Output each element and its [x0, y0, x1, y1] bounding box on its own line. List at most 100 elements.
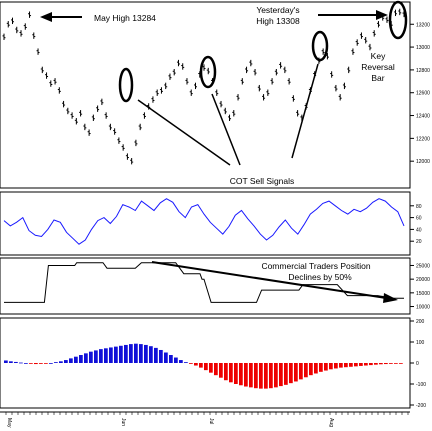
momentum-bar: [364, 363, 368, 366]
price-panel: [0, 1, 411, 189]
momentum-bar: [229, 363, 233, 383]
y-tick-label: 13200: [416, 22, 430, 28]
commercials-annotation: Commercial Traders Position Declines by …: [151, 261, 398, 303]
y-tick-label: 12400: [416, 114, 430, 120]
momentum-bar: [394, 363, 398, 364]
momentum-bar: [109, 347, 113, 363]
momentum-bar: [99, 349, 103, 363]
momentum-bar: [354, 363, 358, 367]
momentum-bar: [9, 361, 13, 363]
oscillator-panel: [0, 191, 411, 256]
commercials-panel: [0, 257, 411, 315]
y-tick-label: 12200: [416, 136, 430, 142]
commercials-label-1: Commercial Traders Position: [261, 261, 370, 271]
momentum-bar: [314, 363, 318, 374]
momentum-bar: [14, 361, 18, 363]
momentum-bar: [279, 363, 283, 387]
momentum-bar: [289, 363, 293, 384]
momentum-bar: [94, 350, 98, 363]
momentum-bar: [214, 363, 218, 376]
key-reversal-line-3: Bar: [371, 73, 384, 83]
momentum-bar: [249, 363, 253, 388]
momentum-bar: [159, 349, 163, 363]
y-tick-label: 0: [416, 361, 419, 367]
y-tick-label: 10000: [416, 305, 430, 311]
commercials-label-2: Declines by 50%: [288, 272, 352, 282]
signal-ellipse-1: [118, 67, 134, 103]
momentum-bar: [234, 363, 238, 384]
momentum-bar: [204, 363, 208, 371]
momentum-bar: [119, 345, 123, 363]
momentum-bar: [259, 363, 263, 389]
momentum-bar: [374, 363, 378, 365]
momentum-bar: [384, 363, 388, 365]
momentum-bar: [349, 363, 353, 367]
momentum-bar: [334, 363, 338, 369]
momentum-bar: [34, 363, 38, 365]
momentum-bar: [209, 363, 213, 373]
momentum-bar: [344, 363, 348, 368]
momentum-bar: [114, 346, 118, 363]
momentum-bar: [49, 363, 53, 364]
oscillator-line: [3, 198, 405, 245]
momentum-bar: [164, 352, 168, 363]
momentum-bar: [369, 363, 373, 366]
may-high-label: May High 13284: [94, 13, 156, 23]
momentum-bar: [199, 363, 203, 368]
momentum-bar: [264, 363, 268, 389]
momentum-bar: [64, 360, 68, 363]
momentum-bar: [154, 347, 158, 363]
momentum-bar: [29, 363, 33, 364]
y-tick-label: 20: [416, 239, 422, 245]
y-tick-label: 60: [416, 216, 422, 222]
key-reversal-annotation: Key Reversal Bar: [361, 51, 395, 83]
momentum-bar: [239, 363, 243, 386]
y-tick-label: 15000: [416, 291, 430, 297]
momentum-bar: [244, 363, 248, 387]
momentum-bar: [339, 363, 343, 368]
momentum-bar: [389, 363, 393, 364]
momentum-bar: [104, 348, 108, 363]
signal-ellipse-3: [311, 30, 329, 62]
momentum-bar: [69, 358, 73, 363]
y-tick-label: -100: [416, 382, 426, 388]
momentum-bar: [219, 363, 223, 378]
signal-ellipses: [118, 0, 408, 103]
momentum-bar: [4, 360, 8, 363]
momentum-bar: [24, 363, 28, 364]
cot-signal-arrows: [137, 63, 319, 166]
x-tick-label: Jun: [120, 418, 126, 426]
y-tick-label: 80: [416, 204, 422, 210]
momentum-bar: [329, 363, 333, 370]
y-tick-label: 13000: [416, 45, 430, 51]
momentum-bar: [254, 363, 258, 389]
may-high-annotation: May High 13284: [40, 12, 156, 23]
momentum-bar: [184, 362, 188, 363]
momentum-bar: [144, 344, 148, 363]
momentum-bar: [269, 363, 273, 389]
y-tick-label: 40: [416, 227, 422, 233]
momentum-bar: [149, 346, 153, 363]
momentum-bar: [129, 344, 133, 363]
momentum-bar: [399, 363, 403, 364]
momentum-bar: [304, 363, 308, 378]
yesterday-high-annotation: Yesterday's High 13308: [256, 5, 388, 26]
x-tick-label: Jul: [208, 418, 214, 424]
momentum-bar: [54, 362, 58, 363]
commercials-series: [4, 262, 404, 303]
momentum-bar: [379, 363, 383, 365]
x-tick-label: Aug: [328, 418, 334, 427]
momentum-bar: [294, 363, 298, 382]
oscillator-y-axis: 80 60 40 20: [410, 204, 422, 245]
signal-ellipse-4: [388, 0, 408, 40]
momentum-bar: [84, 353, 88, 363]
y-tick-label: 100: [416, 340, 425, 346]
momentum-bar: [284, 363, 288, 385]
momentum-bar: [179, 360, 183, 363]
y-tick-label: 12000: [416, 159, 430, 165]
y-tick-label: 12600: [416, 91, 430, 97]
cot-sell-signals-label: COT Sell Signals: [230, 176, 295, 186]
commercials-y-axis: 25000 20000 15000 10000: [410, 263, 430, 311]
momentum-bar: [309, 363, 313, 376]
